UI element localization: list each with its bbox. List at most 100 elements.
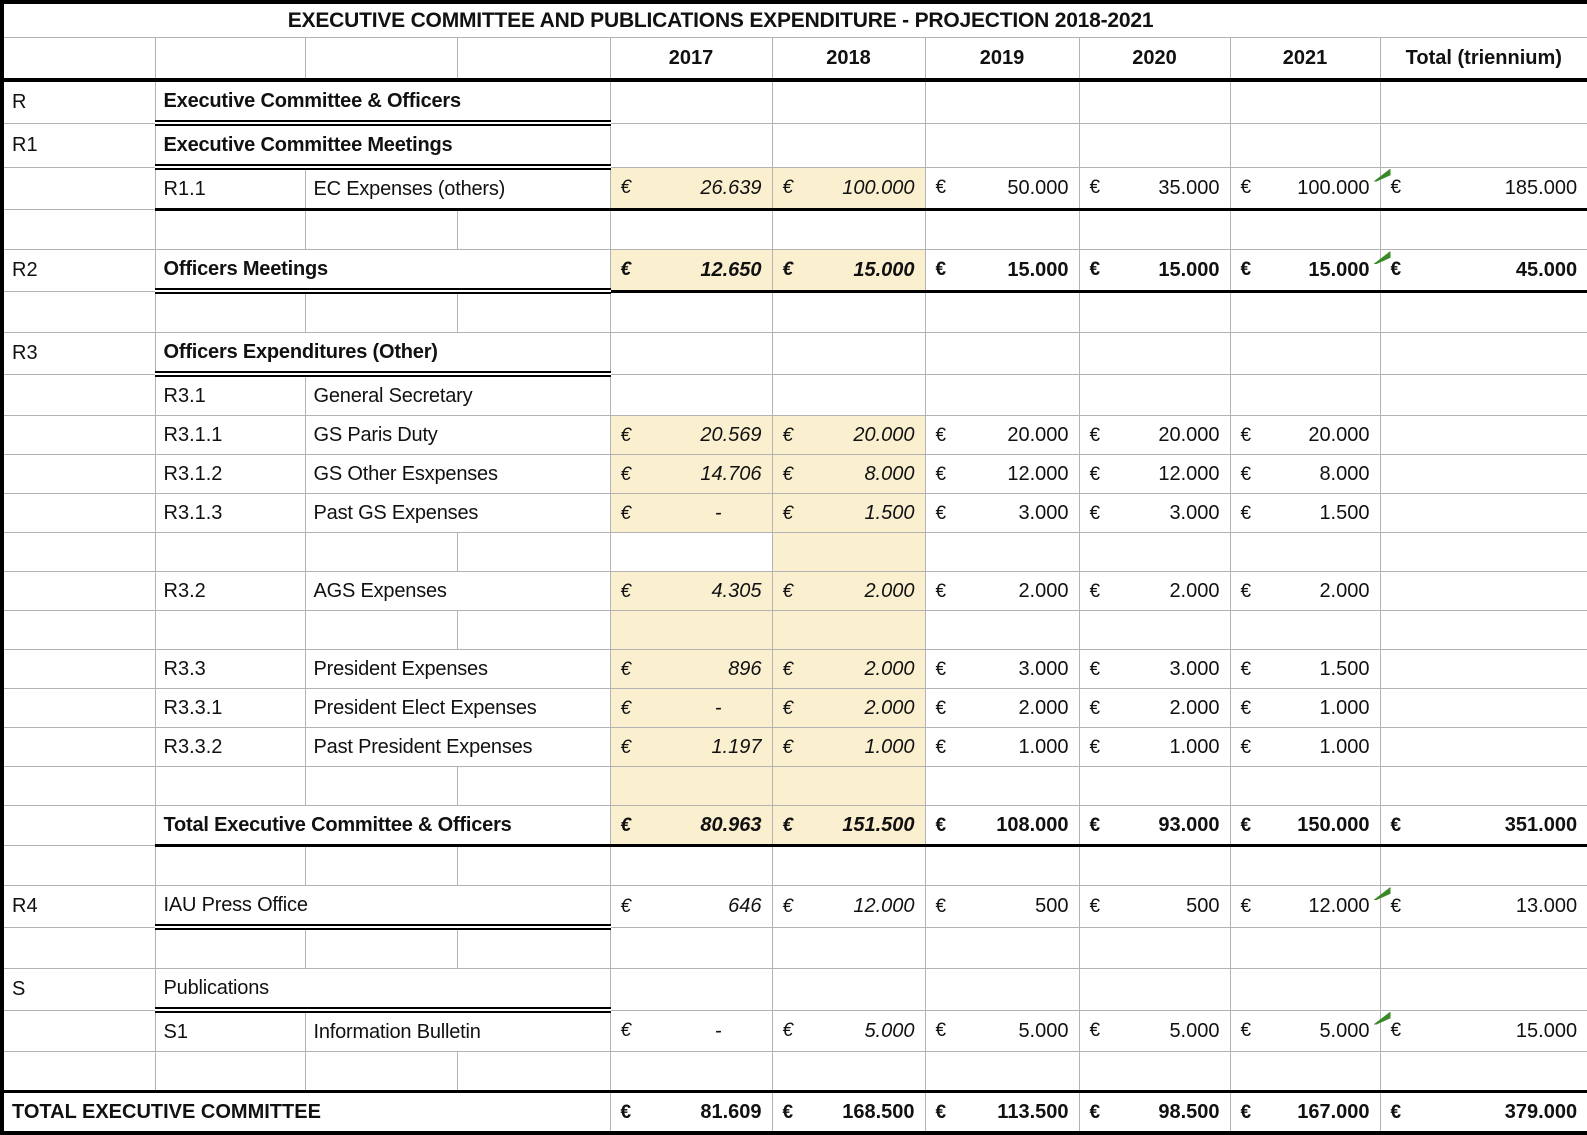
value-cell[interactable] xyxy=(1379,968,1587,1011)
value-cell[interactable] xyxy=(609,926,773,969)
blank-cell[interactable] xyxy=(154,532,306,572)
row-label-cell[interactable]: AGS Expenses xyxy=(304,571,611,611)
value-cell[interactable] xyxy=(771,332,926,375)
row-code-cell[interactable]: R3.1 xyxy=(154,373,306,416)
row-code-cell[interactable]: R1 xyxy=(1,122,156,168)
value-cell[interactable] xyxy=(609,1051,773,1092)
value-cell[interactable] xyxy=(924,79,1080,124)
value-cell[interactable] xyxy=(771,968,926,1011)
value-cell[interactable]: €35.000 xyxy=(1078,166,1231,211)
value-cell[interactable] xyxy=(771,1051,926,1092)
value-cell[interactable]: €2.000 xyxy=(1078,688,1231,728)
value-cell[interactable]: €15.000 xyxy=(1229,249,1381,293)
blank-cell[interactable] xyxy=(456,290,611,333)
value-cell[interactable]: €167.000 xyxy=(1229,1090,1381,1134)
value-cell[interactable] xyxy=(1379,727,1587,767)
value-cell[interactable] xyxy=(771,766,926,806)
value-cell[interactable] xyxy=(1078,766,1231,806)
value-cell[interactable] xyxy=(1379,454,1587,494)
value-cell[interactable]: €3.000 xyxy=(1078,493,1231,533)
value-cell[interactable]: €351.000 xyxy=(1379,805,1587,847)
value-cell[interactable] xyxy=(771,209,926,250)
row-code-cell[interactable]: R3.1.1 xyxy=(154,415,306,455)
value-cell[interactable]: €93.000 xyxy=(1078,805,1231,847)
header-empty-cell[interactable] xyxy=(456,37,611,82)
value-cell[interactable] xyxy=(1229,532,1381,572)
blank-cell[interactable] xyxy=(304,1051,458,1092)
value-cell[interactable]: €1.000 xyxy=(771,727,926,767)
value-cell[interactable] xyxy=(1078,845,1231,886)
blank-cell[interactable] xyxy=(154,926,306,969)
value-cell[interactable] xyxy=(771,532,926,572)
row-empty-cell[interactable] xyxy=(1,166,156,210)
value-cell[interactable] xyxy=(1379,79,1587,124)
value-cell[interactable] xyxy=(1078,332,1231,375)
value-cell[interactable] xyxy=(771,122,926,168)
blank-cell[interactable] xyxy=(456,845,611,886)
value-cell[interactable] xyxy=(1229,926,1381,969)
value-cell[interactable] xyxy=(1078,968,1231,1011)
row-label-cell[interactable]: Past President Expenses xyxy=(304,727,611,767)
value-cell[interactable]: €896 xyxy=(609,649,773,689)
grandtotal-label-cell[interactable]: TOTAL EXECUTIVE COMMITTEE xyxy=(1,1090,611,1134)
value-cell[interactable] xyxy=(924,926,1080,969)
value-cell[interactable]: €12.000 xyxy=(1078,454,1231,494)
value-cell[interactable]: €379.000 xyxy=(1379,1090,1587,1134)
header-empty-cell[interactable] xyxy=(154,37,306,82)
value-cell[interactable]: €8.000 xyxy=(771,454,926,494)
blank-cell[interactable] xyxy=(1,845,156,886)
row-empty-cell[interactable] xyxy=(1,649,156,689)
row-empty-cell[interactable] xyxy=(1,571,156,611)
value-cell[interactable]: €2.000 xyxy=(924,571,1080,611)
section-label-cell[interactable]: Officers Expenditures (Other) xyxy=(154,332,611,377)
value-cell[interactable]: €1.500 xyxy=(1229,649,1381,689)
value-cell[interactable]: €168.500 xyxy=(771,1090,926,1134)
value-cell[interactable] xyxy=(609,290,773,333)
value-cell[interactable] xyxy=(1379,373,1587,416)
row-empty-cell[interactable] xyxy=(1,454,156,494)
blank-cell[interactable] xyxy=(304,766,458,806)
value-cell[interactable] xyxy=(1229,766,1381,806)
value-cell[interactable]: €5.000 xyxy=(924,1009,1080,1052)
value-cell[interactable]: €20.000 xyxy=(1078,415,1231,455)
value-cell[interactable]: €8.000 xyxy=(1229,454,1381,494)
value-cell[interactable] xyxy=(771,845,926,886)
value-cell[interactable]: €185.000 xyxy=(1373,166,1587,211)
section-label-cell[interactable]: IAU Press Office xyxy=(154,885,611,930)
blank-cell[interactable] xyxy=(304,290,458,333)
value-cell[interactable]: €15.000 xyxy=(1078,249,1231,293)
value-cell[interactable]: €151.500 xyxy=(771,805,926,847)
value-cell[interactable]: €15.000 xyxy=(924,249,1080,293)
value-cell[interactable] xyxy=(1379,415,1587,455)
year-header-cell[interactable]: 2020 xyxy=(1078,37,1231,82)
row-code-cell[interactable]: R3 xyxy=(1,332,156,375)
value-cell[interactable] xyxy=(1229,1051,1381,1092)
value-cell[interactable]: €113.500 xyxy=(924,1090,1080,1134)
value-cell[interactable]: € - xyxy=(609,1009,773,1052)
row-code-cell[interactable]: R4 xyxy=(1,885,156,928)
row-empty-cell[interactable] xyxy=(1,805,156,846)
blank-cell[interactable] xyxy=(456,766,611,806)
row-empty-cell[interactable] xyxy=(1,493,156,533)
value-cell[interactable] xyxy=(1379,1051,1587,1092)
blank-cell[interactable] xyxy=(154,290,306,333)
blank-cell[interactable] xyxy=(304,610,458,650)
value-cell[interactable]: €2.000 xyxy=(771,649,926,689)
value-cell[interactable] xyxy=(609,209,773,250)
blank-cell[interactable] xyxy=(1,209,156,250)
section-label-cell[interactable]: Executive Committee Meetings xyxy=(154,122,611,170)
value-cell[interactable] xyxy=(1078,373,1231,416)
value-cell[interactable]: €12.000 xyxy=(771,885,926,928)
value-cell[interactable]: €150.000 xyxy=(1229,805,1381,847)
value-cell[interactable]: €2.000 xyxy=(1078,571,1231,611)
value-cell[interactable] xyxy=(609,845,773,886)
row-label-cell[interactable]: EC Expenses (others) xyxy=(304,166,611,211)
value-cell[interactable] xyxy=(924,845,1080,886)
value-cell[interactable] xyxy=(609,79,773,124)
value-cell[interactable]: €5.000 xyxy=(1229,1009,1381,1052)
value-cell[interactable]: €1.000 xyxy=(1229,688,1381,728)
section-label-cell[interactable]: Officers Meetings xyxy=(154,249,611,294)
value-cell[interactable]: €3.000 xyxy=(924,649,1080,689)
value-cell[interactable] xyxy=(1379,766,1587,806)
blank-cell[interactable] xyxy=(154,1051,306,1092)
